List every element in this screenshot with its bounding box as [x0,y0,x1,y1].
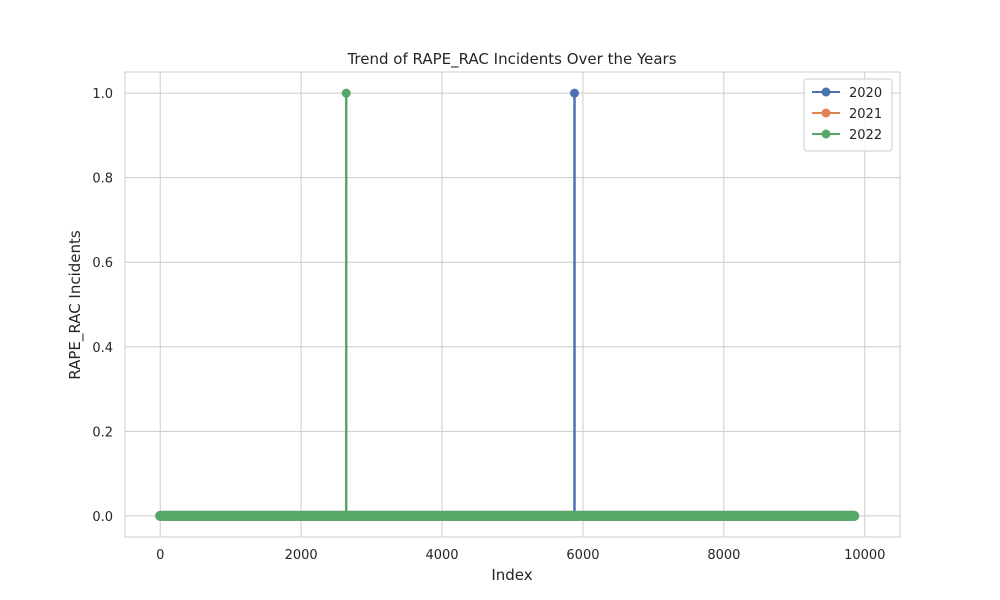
legend-marker-2020 [821,87,831,97]
legend-marker-2021 [821,108,831,118]
chart-title: Trend of RAPE_RAC Incidents Over the Yea… [346,50,676,69]
x-tick-label: 2000 [285,548,318,563]
plot-frame [124,71,901,538]
legend-label-2022: 2022 [849,128,882,143]
x-tick-label: 8000 [707,548,740,563]
x-tick-labels: 0 2000 4000 6000 8000 10000 [156,548,885,563]
y-tick-labels: 0.0 0.2 0.4 0.6 0.8 1.0 [92,87,113,525]
x-tick-label: 0 [156,548,164,563]
y-tick-label: 0.8 [92,172,113,187]
legend-label-2020: 2020 [849,86,882,101]
legend: 2020 2021 2022 [803,78,893,152]
y-tick-label: 0.4 [92,341,113,356]
y-tick-label: 0.0 [92,510,113,525]
y-tick-label: 0.2 [92,425,113,440]
y-axis-label: RAPE_RAC Incidents [66,230,85,380]
x-tick-label: 10000 [844,548,885,563]
x-tick-label: 6000 [566,548,599,563]
legend-label-2021: 2021 [849,107,882,122]
series-2022 [155,88,860,521]
x-axis-label: Index [491,566,532,584]
legend-marker-2022 [821,129,831,139]
plot-area [125,72,900,537]
x-tick-label: 4000 [425,548,458,563]
y-tick-label: 0.6 [92,256,113,271]
data-point-2020 [570,88,579,98]
data-point-2022 [341,88,351,98]
series-layer [155,88,860,521]
y-tick-label: 1.0 [92,87,113,102]
